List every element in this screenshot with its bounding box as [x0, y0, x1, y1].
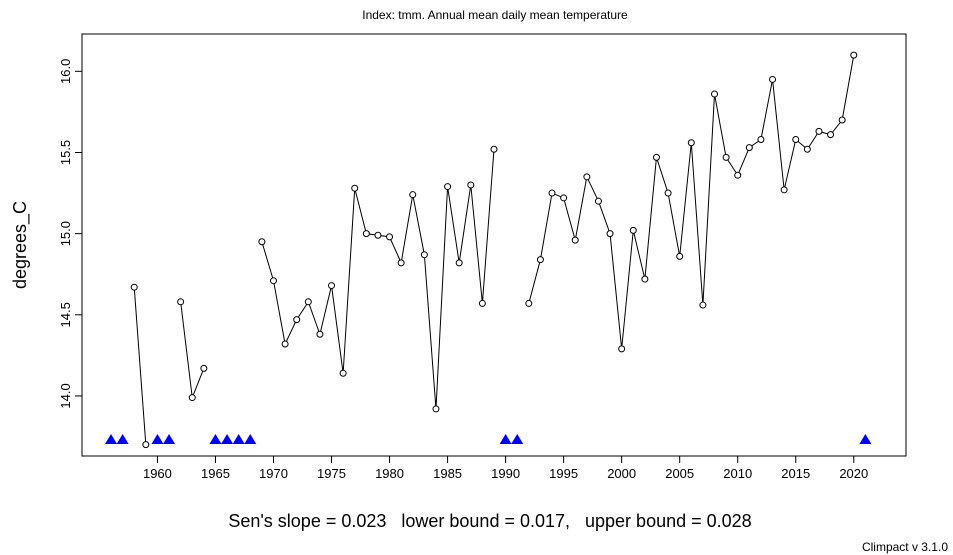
series-line-segment — [180, 301, 205, 398]
data-point — [618, 345, 626, 353]
y-tick-label: 14.0 — [58, 383, 73, 408]
missing-year-marker — [244, 434, 257, 444]
series-lines — [133, 55, 855, 445]
data-point — [304, 298, 312, 306]
data-point — [374, 231, 382, 239]
data-point — [838, 116, 846, 124]
data-point — [803, 145, 811, 153]
missing-year-marker — [511, 434, 524, 444]
data-point — [583, 173, 591, 181]
data-point — [827, 131, 835, 139]
data-point — [386, 233, 394, 241]
data-point — [699, 301, 707, 309]
data-point — [269, 277, 277, 285]
data-point — [478, 299, 486, 307]
x-tick-label: 2010 — [723, 466, 752, 481]
data-point — [200, 364, 208, 372]
data-point — [444, 183, 452, 191]
y-tick-label: 15.0 — [58, 221, 73, 246]
data-point — [606, 230, 614, 238]
data-point — [258, 238, 266, 246]
data-point — [560, 194, 568, 202]
x-tick-label: 1980 — [375, 466, 404, 481]
data-point — [629, 226, 637, 234]
data-point — [711, 90, 719, 98]
data-point — [432, 405, 440, 413]
data-point — [188, 394, 196, 402]
series-line-segment — [133, 287, 147, 445]
missing-year-markers — [105, 434, 872, 444]
x-tick-label: 1990 — [491, 466, 520, 481]
data-point — [281, 340, 289, 348]
plot-frame — [81, 33, 907, 457]
x-tick-label: 2020 — [839, 466, 868, 481]
y-axis-label: degrees_C — [10, 201, 31, 289]
data-point — [722, 153, 730, 161]
data-point — [409, 191, 417, 199]
data-point — [734, 171, 742, 179]
missing-year-marker — [105, 434, 118, 444]
data-point — [490, 145, 498, 153]
chart-title: Index: tmm. Annual mean daily mean tempe… — [362, 8, 628, 22]
x-tick-label: 2000 — [607, 466, 636, 481]
data-point — [664, 189, 672, 197]
data-point — [420, 251, 428, 259]
data-point — [745, 144, 753, 152]
data-point — [525, 299, 533, 307]
data-point — [397, 259, 405, 267]
data-point — [467, 181, 475, 189]
data-point — [850, 51, 858, 59]
data-point — [571, 236, 579, 244]
data-point — [177, 298, 185, 306]
series-points — [130, 51, 858, 449]
x-tick-label: 1995 — [549, 466, 578, 481]
data-point — [142, 441, 150, 449]
data-point — [130, 283, 138, 291]
series-line-segment — [261, 149, 495, 409]
missing-year-marker — [151, 434, 164, 444]
missing-year-marker — [163, 434, 176, 444]
data-point — [769, 75, 777, 83]
data-point — [293, 316, 301, 324]
missing-year-marker — [116, 434, 129, 444]
data-point — [548, 189, 556, 197]
x-tick-label: 1960 — [143, 466, 172, 481]
data-point — [339, 369, 347, 377]
climpact-credit: Climpact v 3.1.0 — [862, 540, 948, 554]
x-axis: 1960 1965 1970 1975 1980 1985 1990 1995 2000 2005… — [143, 456, 868, 481]
data-point — [594, 197, 602, 205]
data-point — [316, 330, 324, 338]
sens-slope-text: Sen's slope = 0.023 lower bound = 0.017,… — [228, 511, 751, 531]
missing-year-marker — [232, 434, 245, 444]
data-point — [652, 153, 660, 161]
x-tick-label: 1965 — [201, 466, 230, 481]
data-point — [676, 252, 684, 260]
data-point — [815, 127, 823, 135]
missing-year-marker — [499, 434, 512, 444]
missing-year-marker — [859, 434, 872, 444]
data-point — [455, 259, 463, 267]
y-axis: 14.0 14.5 15.0 15.5 16.0 — [58, 59, 82, 409]
data-point — [687, 139, 695, 147]
data-point — [351, 184, 359, 192]
data-point — [362, 230, 370, 238]
data-point — [757, 136, 765, 143]
y-tick-label: 14.5 — [58, 302, 73, 327]
x-tick-label: 2015 — [781, 466, 810, 481]
x-tick-label: 1970 — [259, 466, 288, 481]
data-point — [641, 275, 649, 283]
y-tick-label: 15.5 — [58, 140, 73, 165]
data-point — [792, 136, 800, 143]
data-point — [780, 186, 788, 194]
x-tick-label: 1975 — [317, 466, 346, 481]
y-tick-label: 16.0 — [58, 59, 73, 84]
data-point — [536, 256, 544, 264]
data-point — [328, 282, 336, 290]
series-line-segment — [528, 55, 855, 349]
missing-year-marker — [221, 434, 234, 444]
x-tick-label: 1985 — [433, 466, 462, 481]
x-tick-label: 2005 — [665, 466, 694, 481]
missing-year-marker — [209, 434, 222, 444]
